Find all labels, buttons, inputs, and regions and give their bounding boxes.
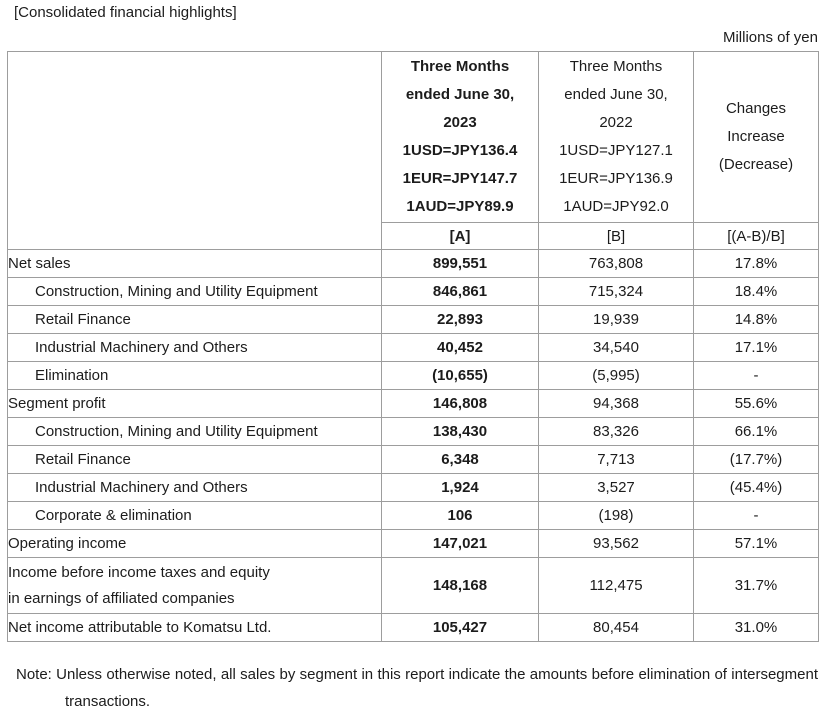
value-b: 80,454 xyxy=(538,613,694,642)
value-b: 763,808 xyxy=(538,249,694,278)
value-change: - xyxy=(693,501,819,530)
value-change: - xyxy=(693,361,819,390)
row-label: Construction, Mining and Utility Equipme… xyxy=(7,277,382,306)
value-a: 846,861 xyxy=(381,277,539,306)
value-b: 3,527 xyxy=(538,473,694,502)
value-change: 17.1% xyxy=(693,333,819,362)
table-row: Retail Finance 22,893 19,939 14.8% xyxy=(7,305,819,334)
value-change: 66.1% xyxy=(693,417,819,446)
row-label: Net income attributable to Komatsu Ltd. xyxy=(7,613,382,642)
value-a: 899,551 xyxy=(381,249,539,278)
footnote: Note: Unless otherwise noted, all sales … xyxy=(16,666,818,710)
row-label: Retail Finance xyxy=(7,445,382,474)
value-change: (45.4%) xyxy=(693,473,819,502)
header-period-a: Three Months ended June 30, 2023 1USD=JP… xyxy=(381,51,539,223)
row-label: Corporate & elimination xyxy=(7,501,382,530)
value-change: (17.7%) xyxy=(693,445,819,474)
table-row: Income before income taxes and equity in… xyxy=(7,557,819,614)
value-a: 40,452 xyxy=(381,333,539,362)
value-a: 1,924 xyxy=(381,473,539,502)
value-change: 17.8% xyxy=(693,249,819,278)
table-row: Elimination (10,655) (5,995) - xyxy=(7,361,819,390)
table-row: Net income attributable to Komatsu Ltd. … xyxy=(7,613,819,642)
table-row: Industrial Machinery and Others 40,452 3… xyxy=(7,333,819,362)
header-period-b: Three Months ended June 30, 2022 1USD=JP… xyxy=(538,51,694,223)
value-a: (10,655) xyxy=(381,361,539,390)
value-a: 105,427 xyxy=(381,613,539,642)
row-label: Construction, Mining and Utility Equipme… xyxy=(7,417,382,446)
header-sub-b: [B] xyxy=(538,222,694,250)
value-b: (198) xyxy=(538,501,694,530)
value-b: 715,324 xyxy=(538,277,694,306)
value-a: 106 xyxy=(381,501,539,530)
value-change: 55.6% xyxy=(693,389,819,418)
header-row-sub: [A] [B] [(A-B)/B] xyxy=(8,222,819,250)
table-row: Construction, Mining and Utility Equipme… xyxy=(7,277,819,306)
row-label: Industrial Machinery and Others xyxy=(7,333,382,362)
value-a: 146,808 xyxy=(381,389,539,418)
row-label: Elimination xyxy=(7,361,382,390)
value-b: 19,939 xyxy=(538,305,694,334)
row-label: Net sales xyxy=(7,249,382,278)
value-a: 22,893 xyxy=(381,305,539,334)
row-label: Segment profit xyxy=(7,389,382,418)
table-row: Segment profit 146,808 94,368 55.6% xyxy=(7,389,819,418)
header-sub-change: [(A-B)/B] xyxy=(693,222,819,250)
value-a: 6,348 xyxy=(381,445,539,474)
header-sub-a: [A] xyxy=(381,222,539,250)
value-b: (5,995) xyxy=(538,361,694,390)
header-row-main: Three Months ended June 30, 2023 1USD=JP… xyxy=(7,51,819,250)
financial-highlights-table: Three Months ended June 30, 2023 1USD=JP… xyxy=(7,51,819,642)
value-b: 34,540 xyxy=(538,333,694,362)
table-row: Operating income 147,021 93,562 57.1% xyxy=(7,529,819,558)
value-b: 94,368 xyxy=(538,389,694,418)
value-b: 7,713 xyxy=(538,445,694,474)
row-label: Operating income xyxy=(7,529,382,558)
value-change: 57.1% xyxy=(693,529,819,558)
row-label: Industrial Machinery and Others xyxy=(7,473,382,502)
value-a: 147,021 xyxy=(381,529,539,558)
table-row: Corporate & elimination 106 (198) - xyxy=(7,501,819,530)
value-change: 18.4% xyxy=(693,277,819,306)
value-b: 83,326 xyxy=(538,417,694,446)
unit-label: Millions of yen xyxy=(722,29,818,46)
header-corner-cell xyxy=(7,51,382,250)
row-label: Retail Finance xyxy=(7,305,382,334)
table-row: Industrial Machinery and Others 1,924 3,… xyxy=(7,473,819,502)
table-row: Construction, Mining and Utility Equipme… xyxy=(7,417,819,446)
page-title: [Consolidated financial highlights] xyxy=(14,4,237,21)
value-a: 138,430 xyxy=(381,417,539,446)
value-b: 93,562 xyxy=(538,529,694,558)
table-row: Net sales 899,551 763,808 17.8% xyxy=(7,249,819,278)
value-change: 31.0% xyxy=(693,613,819,642)
row-label: Income before income taxes and equity in… xyxy=(7,557,382,614)
table-row: Retail Finance 6,348 7,713 (17.7%) xyxy=(7,445,819,474)
value-change: 31.7% xyxy=(693,557,819,614)
header-changes: Changes Increase (Decrease) xyxy=(693,51,819,223)
value-b: 112,475 xyxy=(538,557,694,614)
value-change: 14.8% xyxy=(693,305,819,334)
value-a: 148,168 xyxy=(381,557,539,614)
